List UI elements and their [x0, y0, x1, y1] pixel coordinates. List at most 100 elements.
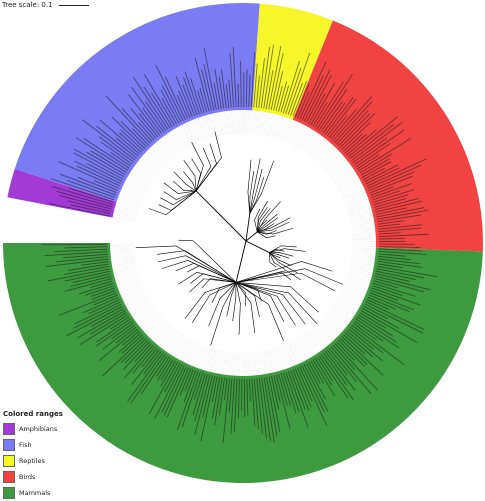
- leaf-guide: [324, 317, 341, 332]
- leaf-guide: [352, 225, 375, 228]
- tree-branch: [174, 172, 186, 185]
- leaf-guide: [345, 192, 366, 201]
- leaf-guide: [331, 163, 349, 177]
- leaf-guide: [351, 266, 374, 271]
- leaf-guide: [345, 283, 366, 291]
- leaf-guide: [351, 264, 374, 268]
- legend-item-reptiles: Reptiles: [3, 453, 63, 469]
- legend-swatch: [3, 439, 15, 451]
- tree-branch: [158, 256, 185, 262]
- leaf-guide: [334, 169, 353, 182]
- legend-swatch: [3, 487, 15, 499]
- leaf-guide: [340, 181, 360, 192]
- leaf-guide: [337, 299, 357, 311]
- tree-branch: [184, 190, 196, 191]
- leaf-guide: [350, 268, 372, 273]
- tree-branch: [253, 159, 260, 192]
- leaf-guide: [166, 135, 179, 154]
- leaf-guide: [311, 138, 325, 156]
- tree-branch: [245, 292, 246, 306]
- leaf-guide: [324, 153, 341, 169]
- leaf-guide: [331, 309, 349, 323]
- leaf-guide: [198, 118, 206, 140]
- leaf-guide: [316, 326, 331, 343]
- leaf-guide: [210, 114, 216, 136]
- leaf-guide: [248, 110, 249, 133]
- leaf-guide: [231, 111, 233, 134]
- leaf-guide: [111, 254, 134, 256]
- leaf-guide: [157, 327, 172, 345]
- leaf-guide: [344, 190, 365, 199]
- leaf-guide: [126, 296, 146, 307]
- leaf-guide: [353, 234, 376, 236]
- legend-item-mammals: Mammals: [3, 485, 63, 501]
- leaf-guide: [352, 260, 375, 264]
- leaf-guide: [218, 351, 222, 374]
- leaf-guide: [250, 110, 251, 133]
- tree-branch: [185, 292, 205, 318]
- leaf-guide: [303, 131, 316, 150]
- tree-branch: [171, 191, 196, 210]
- leaf-guide: [283, 119, 291, 140]
- tree-branch: [192, 159, 201, 174]
- colored-ranges-legend: Colored ranges Amphibians Fish Reptiles …: [3, 410, 63, 501]
- leaf-guide: [287, 121, 296, 142]
- tree-scale: Tree scale: 0.1: [2, 0, 89, 10]
- leaf-guide: [289, 122, 299, 143]
- leaf-guide: [332, 165, 351, 179]
- leaf-guide: [134, 306, 153, 319]
- leaf-guide: [110, 246, 133, 247]
- leaf-guide: [139, 160, 157, 174]
- leaf-guide: [136, 164, 154, 178]
- leaf-guide: [306, 134, 319, 153]
- legend-swatch: [3, 423, 15, 435]
- leaf-guide: [336, 173, 356, 185]
- leaf-guide: [194, 345, 202, 366]
- leaf-guide: [345, 194, 366, 202]
- leaf-guide: [329, 161, 347, 175]
- tree-branch: [278, 259, 292, 266]
- legend-label: Mammals: [19, 489, 50, 497]
- leaf-guide: [230, 352, 232, 375]
- legend-label: Reptiles: [19, 457, 45, 465]
- leaf-guide: [220, 351, 224, 374]
- leaf-guide: [347, 279, 369, 287]
- leaf-guide: [135, 166, 154, 179]
- leaf-guide: [305, 334, 318, 353]
- leaf-guide: [319, 146, 335, 163]
- tree-branch: [212, 288, 220, 302]
- tree-branch: [203, 148, 211, 166]
- leaf-guide: [154, 144, 169, 161]
- leaf-guide: [112, 262, 135, 266]
- leaf-guide: [281, 346, 289, 368]
- tree-branch: [246, 232, 257, 241]
- leaf-guide: [142, 314, 160, 329]
- leaf-guide: [113, 266, 135, 271]
- legend-item-fish: Fish: [3, 437, 63, 453]
- leaf-guide: [213, 350, 218, 372]
- tree-branch: [173, 181, 183, 190]
- tree-branch: [265, 202, 280, 219]
- leaf-guide: [250, 353, 251, 376]
- leaf-guide: [176, 128, 188, 148]
- tree-branch: [255, 220, 258, 232]
- leaf-guide: [122, 187, 143, 197]
- leaf-guide: [246, 353, 247, 376]
- tree-branch: [248, 192, 250, 214]
- leaf-guide: [328, 159, 346, 174]
- leaf-guide: [337, 175, 357, 187]
- legend-item-amphibians: Amphibians: [3, 421, 63, 437]
- tree-branch: [233, 298, 236, 321]
- leaf-guide: [352, 254, 375, 256]
- leaf-guide: [118, 279, 140, 287]
- leaf-guide: [188, 343, 198, 364]
- leaf-guide: [222, 112, 226, 135]
- tree-branch: [183, 172, 192, 183]
- tree-branch: [262, 161, 274, 193]
- leaf-guide: [268, 350, 273, 372]
- leaf-guide: [303, 335, 316, 354]
- leaf-guide: [260, 112, 264, 135]
- leaf-guide-lines: [110, 110, 376, 376]
- tree-branch: [266, 236, 275, 238]
- leaf-guide: [254, 352, 256, 375]
